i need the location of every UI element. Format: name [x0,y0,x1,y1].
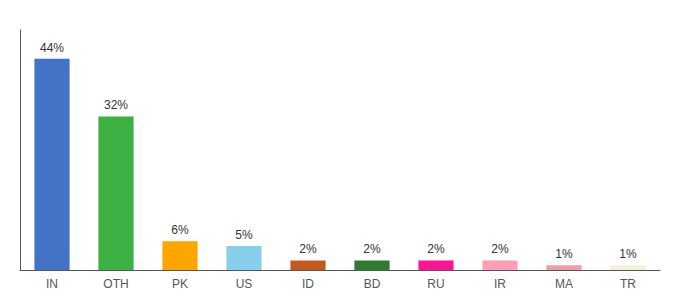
svg-text:TR: TR [620,277,636,291]
svg-text:2%: 2% [299,242,317,256]
svg-text:OTH: OTH [103,277,128,291]
svg-text:IN: IN [46,277,58,291]
svg-text:IR: IR [494,277,506,291]
svg-text:MA: MA [555,277,573,291]
svg-text:2%: 2% [427,242,445,256]
svg-text:6%: 6% [171,223,189,237]
svg-text:PK: PK [172,277,188,291]
svg-text:5%: 5% [235,228,253,242]
svg-text:BD: BD [364,277,381,291]
svg-text:ID: ID [302,277,314,291]
svg-text:44%: 44% [40,41,64,55]
svg-text:1%: 1% [555,247,573,261]
svg-text:1%: 1% [619,247,637,261]
svg-text:US: US [236,277,253,291]
svg-text:32%: 32% [104,98,128,112]
svg-text:RU: RU [427,277,444,291]
svg-text:2%: 2% [491,242,509,256]
svg-text:2%: 2% [363,242,381,256]
